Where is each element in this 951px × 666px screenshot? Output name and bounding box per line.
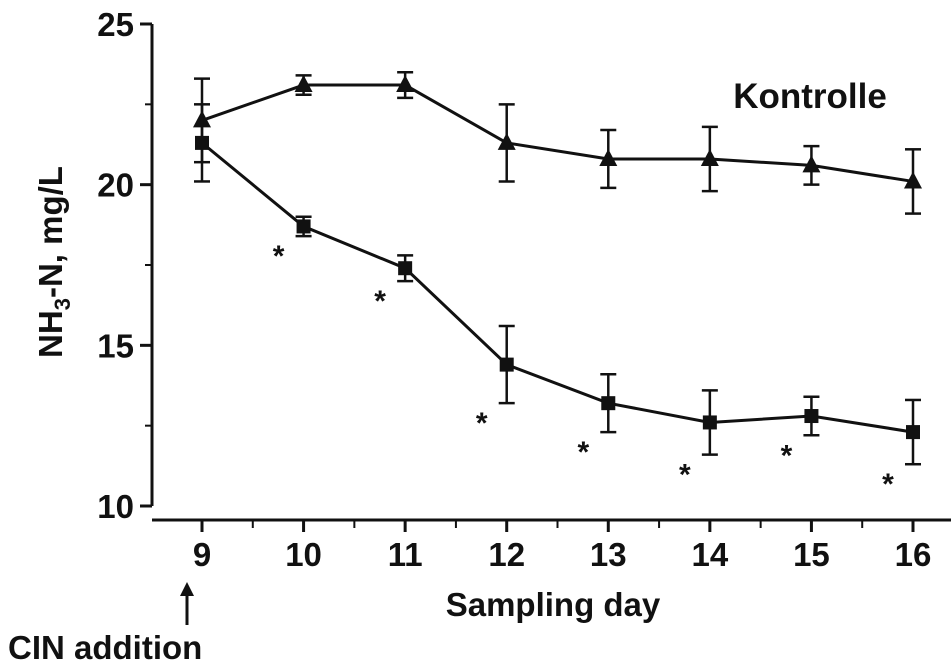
data-point-triangle [497, 132, 516, 150]
x-tick-label: 10 [285, 536, 322, 573]
data-point-triangle [599, 148, 618, 166]
data-point-triangle [700, 148, 719, 166]
cin-addition-arrow [180, 582, 194, 625]
significance-mark: * [476, 407, 488, 440]
significance-mark: * [273, 240, 285, 273]
data-point-square [804, 409, 819, 424]
series-kontrolle [193, 70, 922, 215]
y-axis-label-subscript: 3 [50, 298, 75, 310]
data-point-triangle [396, 75, 415, 93]
y-axis-label-main: NH [32, 310, 69, 358]
y-tick-label: 25 [97, 6, 134, 43]
data-point-triangle [294, 75, 313, 93]
x-tick-label: 14 [691, 536, 728, 573]
significance-mark: * [882, 468, 894, 501]
significance-mark: * [374, 285, 386, 318]
data-point-square [398, 261, 413, 276]
x-tick-label: 9 [193, 536, 211, 573]
data-point-square [601, 396, 616, 411]
data-point-square [702, 415, 717, 430]
x-tick-label: 13 [590, 536, 627, 573]
significance-mark: * [679, 459, 691, 492]
y-axis-label: NH3-N, mg/L [32, 166, 75, 358]
cin-addition-label: CIN addition [8, 629, 202, 666]
x-tick-label: 12 [488, 536, 525, 573]
series-label-kontrolle: Kontrolle [733, 77, 887, 116]
y-tick-label: 20 [97, 167, 134, 204]
x-axis: 9 10 11 12 13 14 15 16 [152, 518, 951, 573]
data-point-triangle [904, 171, 922, 189]
data-point-square [195, 135, 209, 150]
y-axis-label-rest: -N, mg/L [32, 166, 69, 298]
data-point-square [296, 219, 311, 234]
arrow-head [180, 582, 194, 596]
data-point-square [906, 425, 920, 440]
x-tick-label: 11 [388, 536, 423, 573]
y-axis: 10 15 20 25 [97, 6, 154, 525]
significance-mark: * [781, 439, 793, 472]
x-axis-label: Sampling day [446, 586, 661, 623]
series-line [201, 141, 914, 434]
data-point-triangle [802, 155, 821, 173]
y-tick-label: 15 [97, 327, 134, 364]
data-point-square [499, 357, 514, 372]
plot-area: * * * * * * * [193, 70, 922, 501]
y-tick-label: 10 [97, 488, 134, 525]
series-line [201, 83, 914, 183]
series-cin: * * * * * * * [194, 103, 921, 501]
significance-mark: * [577, 436, 589, 469]
x-tick-label: 16 [895, 536, 932, 573]
x-tick-label: 15 [793, 536, 830, 573]
